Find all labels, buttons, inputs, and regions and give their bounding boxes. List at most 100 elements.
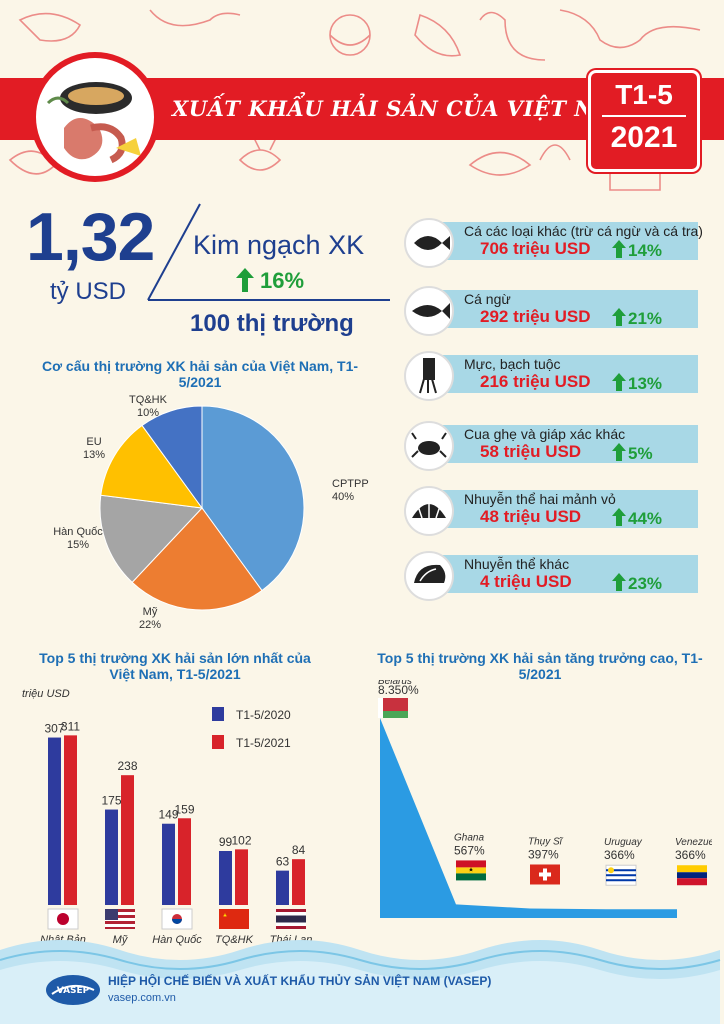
bar-value-label: 175	[101, 794, 121, 808]
pie-value: 13%	[83, 449, 105, 461]
vasep-logo-icon: VASEP	[46, 975, 100, 1005]
growth-value-label: 8.350%	[378, 683, 419, 697]
pie-slice-m-	[131, 507, 263, 611]
bar-value-label: 99	[219, 835, 233, 849]
bar-value-label: 311	[61, 719, 80, 733]
bar-value-label: 63	[276, 855, 290, 869]
pie-label: TQ&HK	[129, 395, 168, 406]
korea-flag-icon	[161, 908, 193, 930]
product-name: Nhuyễn thể khác	[464, 556, 570, 572]
growth-country-label: Thụy Sĩ	[528, 836, 564, 847]
thailand-flag-icon	[276, 909, 306, 929]
product-value: 58 triệu USD	[480, 442, 582, 461]
bar-category-label: Mỹ	[113, 934, 129, 946]
shell-icon	[404, 551, 454, 601]
bar-2020	[276, 870, 289, 905]
product-row	[430, 490, 698, 528]
switzerland-flag-icon	[530, 864, 560, 885]
product-growth: 44%	[628, 509, 663, 528]
footer-organization: HIỆP HỘI CHẾ BIẾN VÀ XUẤT KHẨU THỦY SẢN …	[108, 974, 492, 988]
page-title: XUẤT KHẨU HẢI SẢN CỦA VIỆT NAM	[172, 96, 635, 121]
bar-2021	[178, 818, 191, 905]
bar-2021	[64, 735, 77, 905]
product-value: 292 triệu USD	[480, 307, 591, 326]
product-row	[430, 222, 698, 260]
bar-2020	[48, 737, 61, 905]
fish-icon	[404, 218, 454, 268]
bar-2020	[219, 851, 232, 905]
vasep-logo-text: VASEP	[57, 986, 90, 996]
summary-divider-lines	[147, 203, 390, 301]
bar-category-label: TQ&HK	[215, 934, 254, 946]
bar-value-label: 238	[117, 759, 137, 773]
bar-2021	[121, 775, 134, 905]
china-flag-icon	[219, 909, 249, 929]
product-name: Cá các loại khác (trừ cá ngừ và cá tra)	[464, 223, 703, 239]
footer-wave-decoration	[0, 940, 721, 1024]
growth-up-arrow-icon	[612, 573, 626, 596]
product-value: 4 triệu USD	[480, 572, 572, 591]
product-name: Cá ngừ	[464, 291, 511, 307]
growth-country-label: Uruguay	[604, 837, 643, 848]
pie-chart-title: Cơ cấu thị trường XK hải sản của Việt Na…	[41, 358, 359, 390]
pie-slice-cptpp	[201, 405, 305, 592]
product-row	[430, 425, 698, 463]
period-divider	[602, 115, 686, 117]
growth-value-label: 366%	[675, 848, 706, 862]
pie-label: CPTPP	[332, 478, 369, 490]
bar-2021	[235, 849, 248, 905]
growth-value-label: 397%	[528, 847, 559, 861]
seafood-emblem-icon	[30, 52, 160, 182]
growth-country-label: Belarus	[378, 680, 412, 687]
crab-icon	[404, 421, 454, 471]
legend-label: T1-5/2020	[236, 708, 291, 722]
footer-website: vasep.com.vn	[108, 992, 176, 1004]
period-badge: T1-5 2021	[588, 70, 700, 172]
total-export-unit: tỷ USD	[50, 278, 127, 305]
bar-value-label: 102	[231, 833, 251, 847]
product-growth: 14%	[628, 241, 663, 260]
growth-up-arrow-icon	[236, 268, 254, 292]
bar-value-label: 84	[292, 843, 306, 857]
belarus-flag-icon	[378, 698, 408, 718]
total-export-value: 1,32	[26, 199, 155, 275]
pie-label: Hàn Quốc	[53, 526, 103, 538]
pie-slice-eu	[100, 424, 204, 509]
pie-value: 10%	[137, 407, 159, 419]
pie-label: EU	[86, 436, 101, 448]
clam-icon	[404, 486, 454, 536]
growth-up-arrow-icon	[612, 308, 626, 331]
growth-value-label: 567%	[454, 843, 485, 857]
squid-icon	[404, 351, 454, 401]
bar-2020	[162, 823, 175, 905]
product-growth: 23%	[628, 574, 663, 593]
period-year: 2021	[610, 121, 678, 154]
legend-label: T1-5/2021	[236, 736, 291, 750]
pie-slice-tq-hk	[141, 405, 203, 510]
product-growth: 5%	[628, 444, 653, 463]
export-growth: 16%	[260, 268, 305, 293]
tuna-icon	[404, 286, 454, 336]
product-growth: 13%	[628, 374, 663, 393]
growth-country-label: Venezuela	[675, 837, 712, 848]
product-value: 706 triệu USD	[480, 239, 591, 258]
japan-flag-icon	[47, 908, 79, 930]
product-value: 48 triệu USD	[480, 507, 582, 526]
pie-value: 15%	[67, 539, 89, 551]
bar-2021	[292, 859, 305, 905]
pie-value: 40%	[332, 491, 354, 503]
bar-value-label: 307	[44, 722, 64, 736]
legend-swatch	[212, 707, 224, 721]
market-count: 100 thị trường	[190, 310, 354, 337]
product-row	[430, 555, 698, 593]
pie-value: 22%	[139, 619, 161, 631]
bar-y-axis-label: triệu USD	[22, 688, 70, 700]
ghana-flag-icon	[456, 860, 486, 881]
growth-up-arrow-icon	[612, 373, 626, 396]
pie-label: Mỹ	[143, 606, 158, 618]
bar-value-label: 159	[174, 802, 194, 816]
bar-value-label: 149	[158, 808, 178, 822]
